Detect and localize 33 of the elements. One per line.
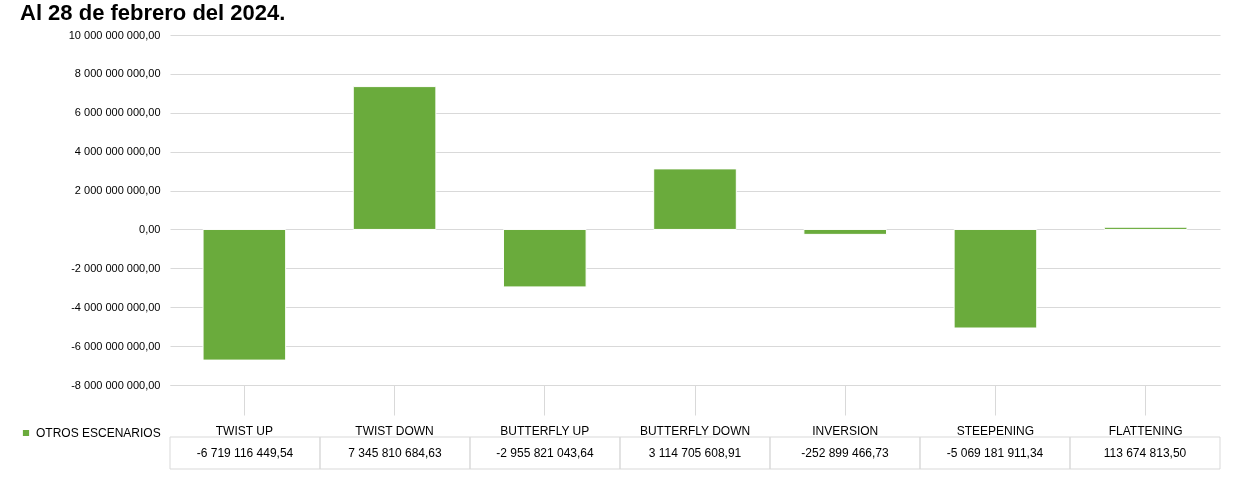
bar [202,228,287,361]
x-tick-label: TWIST DOWN [355,423,434,438]
y-tick-label: 6 000 000 000,00 [74,106,161,119]
x-tick-label: INVERSION [812,423,879,438]
chart-title: Al 28 de febrero del 2024. [20,0,286,25]
bar [653,168,737,230]
data-label: -5 069 181 911,34 [946,446,1044,460]
x-tick-label: BUTTERFLY UP [500,423,590,438]
data-label: -2 955 821 043,64 [496,446,595,460]
data-label: -252 899 466,73 [801,446,890,460]
y-tick-label: 10 000 000 000,00 [68,28,161,41]
x-tick-label: BUTTERFLY DOWN [639,423,751,438]
bar [352,86,437,230]
bar [502,228,587,288]
x-tick-label: TWIST UP [215,423,273,438]
data-label: 3 114 705 608,91 [648,446,742,460]
y-tick-label: -6 000 000 000,00 [71,339,161,352]
data-label: 7 345 810 684,63 [348,446,443,460]
bar [803,228,888,235]
y-tick-label: 8 000 000 000,00 [74,67,161,80]
y-tick-label: 4 000 000 000,00 [74,145,161,158]
x-tick-label: STEEPENING [956,423,1035,438]
y-tick-label: 2 000 000 000,00 [74,184,161,197]
data-label: -6 719 116 449,54 [196,446,294,460]
bar [1103,226,1188,230]
x-tick-label: FLATTENING [1108,423,1183,438]
y-tick-label: -4 000 000 000,00 [71,300,161,313]
legend-label: OTROS ESCENARIOS [36,426,161,440]
y-tick-label: -8 000 000 000,00 [71,378,161,391]
bar [953,228,1038,329]
data-label: 113 674 813,50 [1103,446,1187,460]
y-tick-label: -2 000 000 000,00 [71,261,161,274]
y-tick-label: 0,00 [139,222,161,235]
